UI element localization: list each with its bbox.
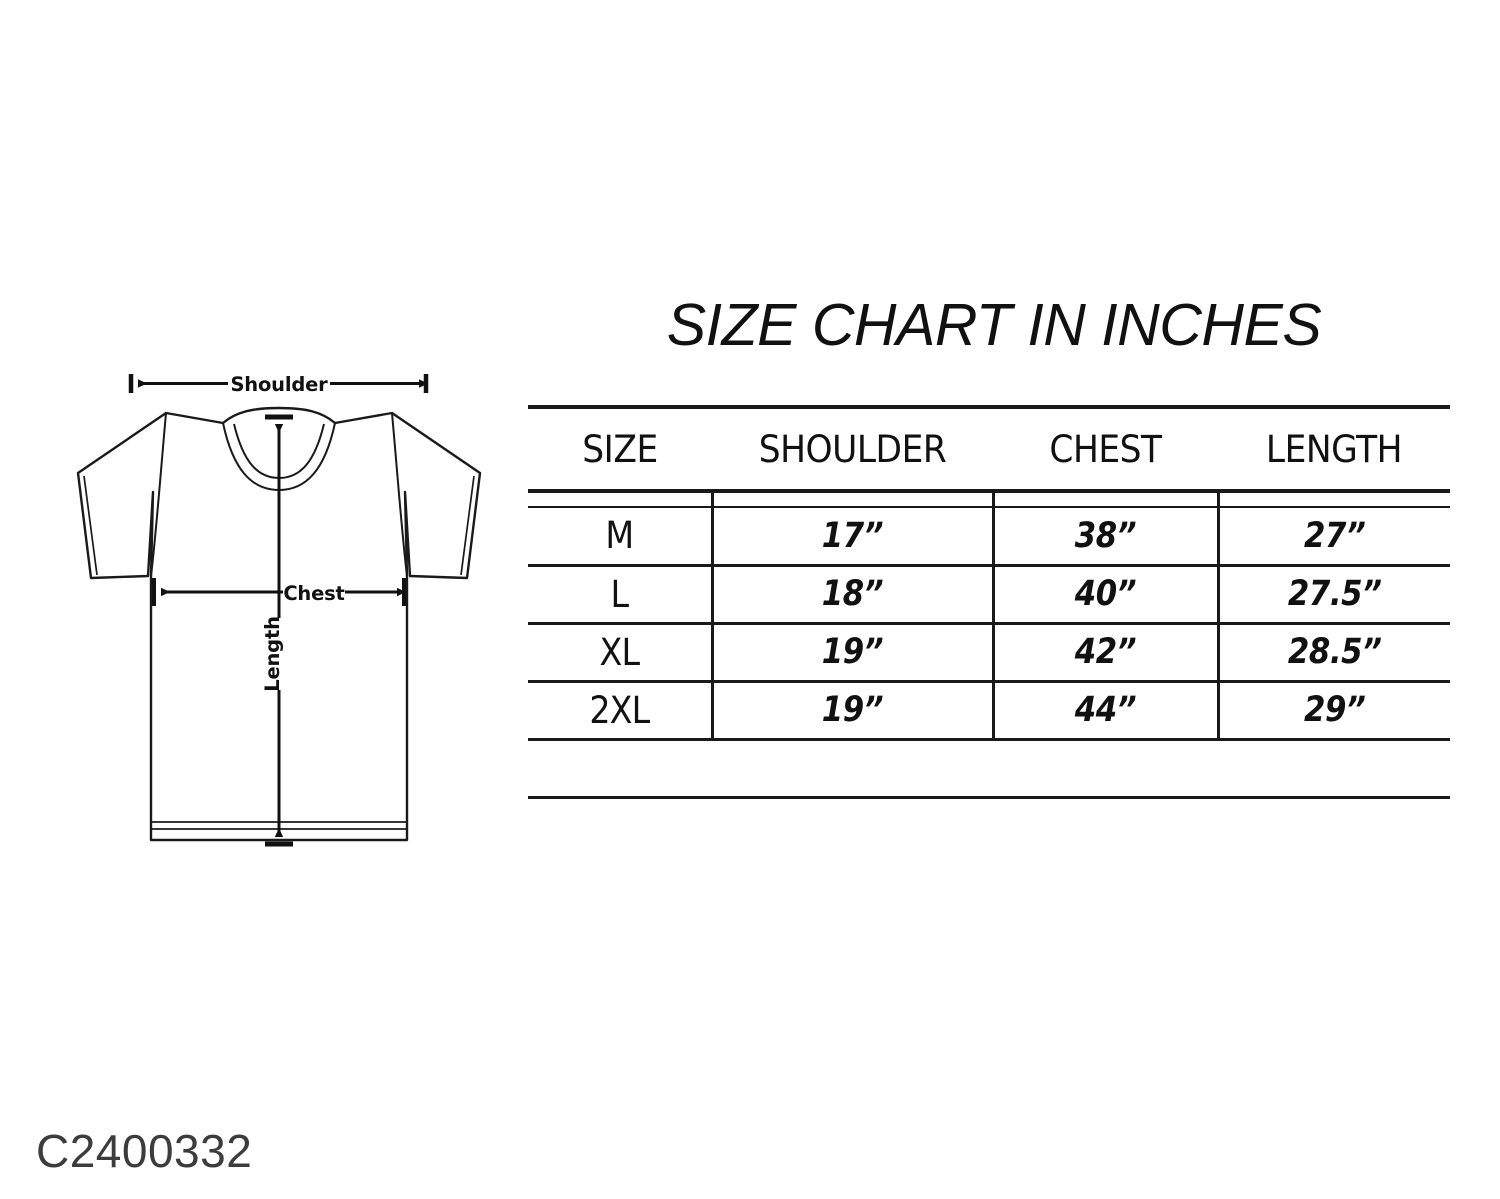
chart-title: SIZE CHART IN INCHES	[666, 292, 1322, 358]
blank-cell-chest	[993, 739, 1218, 799]
cell-length: 28.5”	[1230, 623, 1437, 683]
cell-shoulder: 17”	[727, 507, 977, 567]
table-row: M 17” 38” 27”	[528, 507, 1450, 567]
shoulder-measure-arrow	[128, 374, 429, 393]
spacer-cell-shoulder	[710, 491, 993, 508]
blank-cell-size	[528, 739, 712, 799]
table-header-row: SIZE SHOULDER CHEST LENGTH	[528, 405, 1450, 493]
sleeve-seam-detail	[150, 412, 408, 577]
blank-cell-length	[1218, 739, 1450, 799]
column-header-length: LENGTH	[1226, 405, 1442, 493]
cell-chest: 40”	[1005, 565, 1205, 625]
column-header-shoulder: SHOULDER	[721, 405, 984, 493]
length-measure-arrow	[265, 414, 293, 847]
table-spacer-row	[528, 491, 1450, 508]
cell-length: 27”	[1230, 507, 1437, 567]
column-header-size: SIZE	[534, 405, 706, 493]
spacer-cell-length	[1216, 491, 1450, 508]
size-chart-panel: SIZE CHART IN INCHES SIZE SHOULDER CHEST…	[528, 296, 1450, 799]
table-blank-row	[528, 739, 1450, 799]
cell-chest: 44”	[1005, 681, 1205, 741]
cell-size: XL	[537, 623, 703, 683]
cell-chest: 38”	[1005, 507, 1205, 567]
spacer-cell-size	[528, 491, 712, 508]
cell-shoulder: 19”	[727, 681, 977, 741]
column-header-chest: CHEST	[1000, 405, 1211, 493]
chest-label: Chest	[283, 582, 344, 605]
spacer-cell-chest	[991, 491, 1218, 508]
blank-cell-shoulder	[712, 739, 993, 799]
cell-size: L	[537, 565, 703, 625]
table-row: 2XL 19” 44” 29”	[528, 681, 1450, 741]
sleeve-cuff-detail	[83, 475, 475, 576]
chest-measure-arrow	[152, 578, 406, 606]
shoulder-label: Shoulder	[230, 373, 328, 396]
cell-shoulder: 18”	[727, 565, 977, 625]
cell-shoulder: 19”	[727, 623, 977, 683]
tshirt-diagram: Shoulder	[40, 360, 510, 850]
size-chart-table: SIZE SHOULDER CHEST LENGTH M 17” 38” 27”…	[528, 405, 1450, 799]
table-row: XL 19” 42” 28.5”	[528, 623, 1450, 683]
table-row: L 18” 40” 27.5”	[528, 565, 1450, 625]
cell-length: 29”	[1230, 681, 1437, 741]
tshirt-outline	[76, 406, 482, 842]
length-label: Length	[261, 616, 284, 692]
cell-length: 27.5”	[1230, 565, 1437, 625]
cell-size: M	[537, 507, 703, 567]
cell-chest: 42”	[1005, 623, 1205, 683]
cell-size: 2XL	[537, 681, 703, 741]
product-code: C2400332	[36, 1125, 253, 1177]
